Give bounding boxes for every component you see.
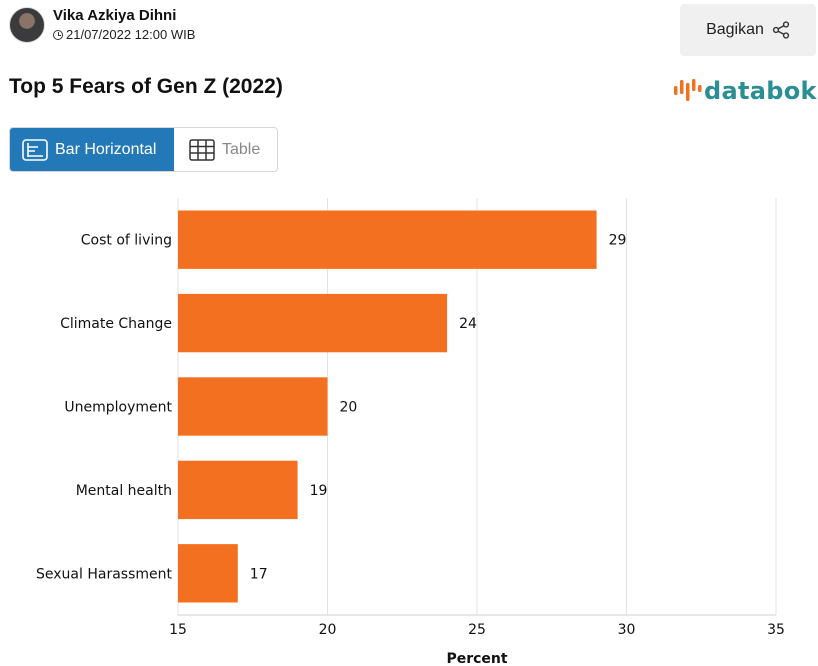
bar-horizontal-button[interactable]: Bar Horizontal [10, 128, 174, 171]
databoks-logo-text: databoks [704, 77, 818, 105]
x-tick-label: 20 [319, 622, 337, 638]
bar[interactable] [178, 377, 328, 436]
view-toggle: Bar Horizontal Table [9, 127, 278, 172]
publish-date-text: 21/07/2022 12:00 WIB [66, 27, 196, 42]
avatar [9, 7, 45, 43]
data-label: 24 [459, 316, 477, 332]
category-label: Unemployment [64, 400, 172, 416]
x-tick-label: 30 [618, 622, 636, 638]
author-block: Vika Azkiya Dihni 21/07/2022 12:00 WIB [9, 7, 195, 43]
category-label: Mental health [76, 483, 172, 499]
page-title: Top 5 Fears of Gen Z (2022) [9, 75, 283, 98]
data-label: 20 [340, 400, 358, 416]
category-label: Climate Change [60, 316, 172, 332]
bar-chart-icon [22, 138, 48, 161]
author-text: Vika Azkiya Dihni 21/07/2022 12:00 WIB [53, 7, 195, 42]
share-button-label: Bagikan [706, 21, 764, 38]
chart-labels: 15 20 25 30 35 Cost of living 29 Climate Change… [36, 233, 785, 638]
category-label: Cost of living [81, 233, 172, 249]
bar[interactable] [178, 544, 238, 603]
x-axis-title: Percent [446, 651, 507, 666]
chart-bars [178, 210, 597, 603]
x-tick-label: 15 [169, 622, 187, 638]
data-label: 19 [310, 483, 328, 499]
table-label: Table [222, 140, 261, 158]
publish-date: 21/07/2022 12:00 WIB [53, 27, 195, 42]
table-button[interactable]: Table [174, 128, 277, 171]
databoks-logo[interactable]: databoks [672, 76, 818, 106]
bar-chart: 15 20 25 30 35 Cost of living 29 Climate Change… [36, 198, 785, 666]
x-tick-label: 25 [468, 622, 486, 638]
bar[interactable] [178, 293, 448, 353]
databoks-logo-icon [674, 79, 702, 101]
share-icon [772, 21, 790, 39]
author-name: Vika Azkiya Dihni [53, 7, 177, 24]
bar[interactable] [178, 210, 597, 269]
data-label: 29 [609, 233, 627, 249]
data-label: 17 [250, 566, 268, 582]
share-button[interactable]: Bagikan [680, 4, 816, 56]
bar-horizontal-label: Bar Horizontal [55, 140, 157, 158]
bar[interactable] [178, 460, 298, 520]
category-label: Sexual Harassment [36, 566, 172, 582]
table-icon [189, 138, 215, 161]
clock-icon [53, 29, 63, 40]
x-tick-label: 35 [767, 622, 785, 638]
